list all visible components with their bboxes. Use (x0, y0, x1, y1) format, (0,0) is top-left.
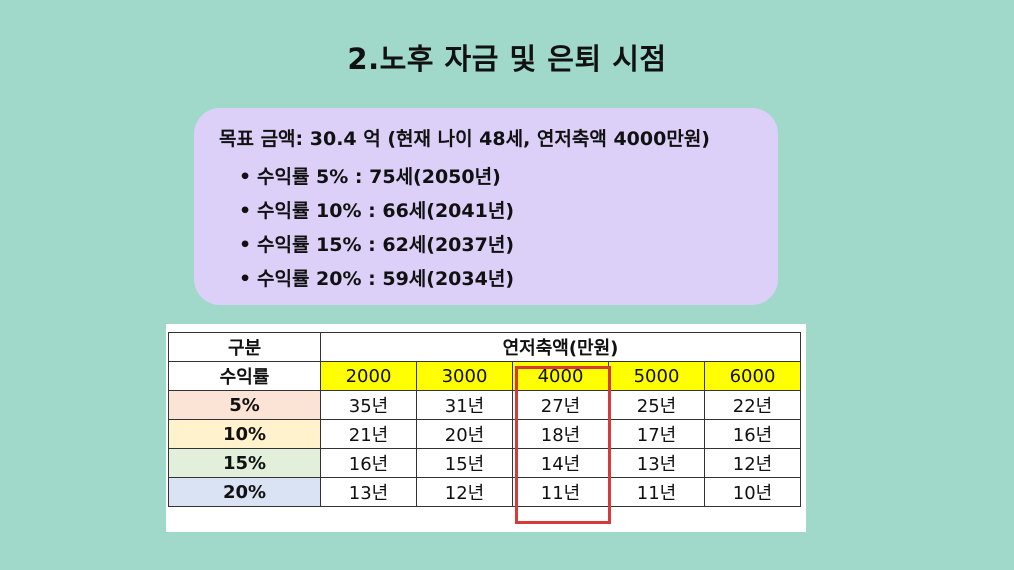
rate-list-item: 수익률 10% : 66세(2041년) (239, 194, 778, 228)
rate-cell: 10% (168, 419, 321, 449)
years-cell: 13년 (608, 448, 705, 478)
row-label-header: 수익률 (168, 361, 321, 391)
rate-list-item: 수익률 15% : 62세(2037년) (239, 228, 778, 262)
amount-cell: 4000 (512, 361, 609, 391)
years-cell: 35년 (320, 390, 417, 420)
years-cell: 17년 (608, 419, 705, 449)
years-cell: 21년 (320, 419, 417, 449)
page-title: 2.노후 자금 및 은퇴 시점 (347, 42, 667, 76)
savings-table: 구분 연저축액(만원) 수익률 2000 3000 4000 5000 6000… (168, 332, 801, 507)
years-cell: 31년 (416, 390, 513, 420)
years-cell: 12년 (416, 477, 513, 507)
years-cell: 12년 (704, 448, 801, 478)
amount-cell: 2000 (320, 361, 417, 391)
amount-cell: 3000 (416, 361, 513, 391)
rate-list: 수익률 5% : 75세(2050년) 수익률 10% : 66세(2041년)… (219, 160, 778, 296)
years-cell: 11년 (608, 477, 705, 507)
rate-cell: 5% (168, 390, 321, 420)
amount-cell: 6000 (704, 361, 801, 391)
table-row: 5% 35년 31년 27년 25년 22년 (168, 390, 801, 420)
rate-list-item: 수익률 20% : 59세(2034년) (239, 262, 778, 296)
years-cell: 16년 (704, 419, 801, 449)
rate-cell: 20% (168, 477, 321, 507)
years-cell: 27년 (512, 390, 609, 420)
years-cell: 11년 (512, 477, 609, 507)
header-group: 연저축액(만원) (320, 332, 801, 362)
table-row: 15% 16년 15년 14년 13년 12년 (168, 448, 801, 478)
table-row: 10% 21년 20년 18년 17년 16년 (168, 419, 801, 449)
goal-text: 목표 금액: 30.4 억 (현재 나이 48세, 연저축액 4000만원) (219, 128, 710, 150)
savings-table-wrapper: 구분 연저축액(만원) 수익률 2000 3000 4000 5000 6000… (166, 324, 806, 532)
years-cell: 20년 (416, 419, 513, 449)
years-cell: 16년 (320, 448, 417, 478)
years-cell: 13년 (320, 477, 417, 507)
years-cell: 10년 (704, 477, 801, 507)
amount-cell: 5000 (608, 361, 705, 391)
years-cell: 15년 (416, 448, 513, 478)
years-cell: 25년 (608, 390, 705, 420)
years-cell: 18년 (512, 419, 609, 449)
table-row: 20% 13년 12년 11년 11년 10년 (168, 477, 801, 507)
summary-box: 목표 금액: 30.4 억 (현재 나이 48세, 연저축액 4000만원) 수… (194, 108, 778, 305)
years-cell: 22년 (704, 390, 801, 420)
rate-list-item: 수익률 5% : 75세(2050년) (239, 160, 778, 194)
header-category: 구분 (168, 332, 321, 362)
rate-cell: 15% (168, 448, 321, 478)
years-cell: 14년 (512, 448, 609, 478)
table-header-row: 구분 연저축액(만원) (168, 332, 801, 362)
table-amount-row: 수익률 2000 3000 4000 5000 6000 (168, 361, 801, 391)
